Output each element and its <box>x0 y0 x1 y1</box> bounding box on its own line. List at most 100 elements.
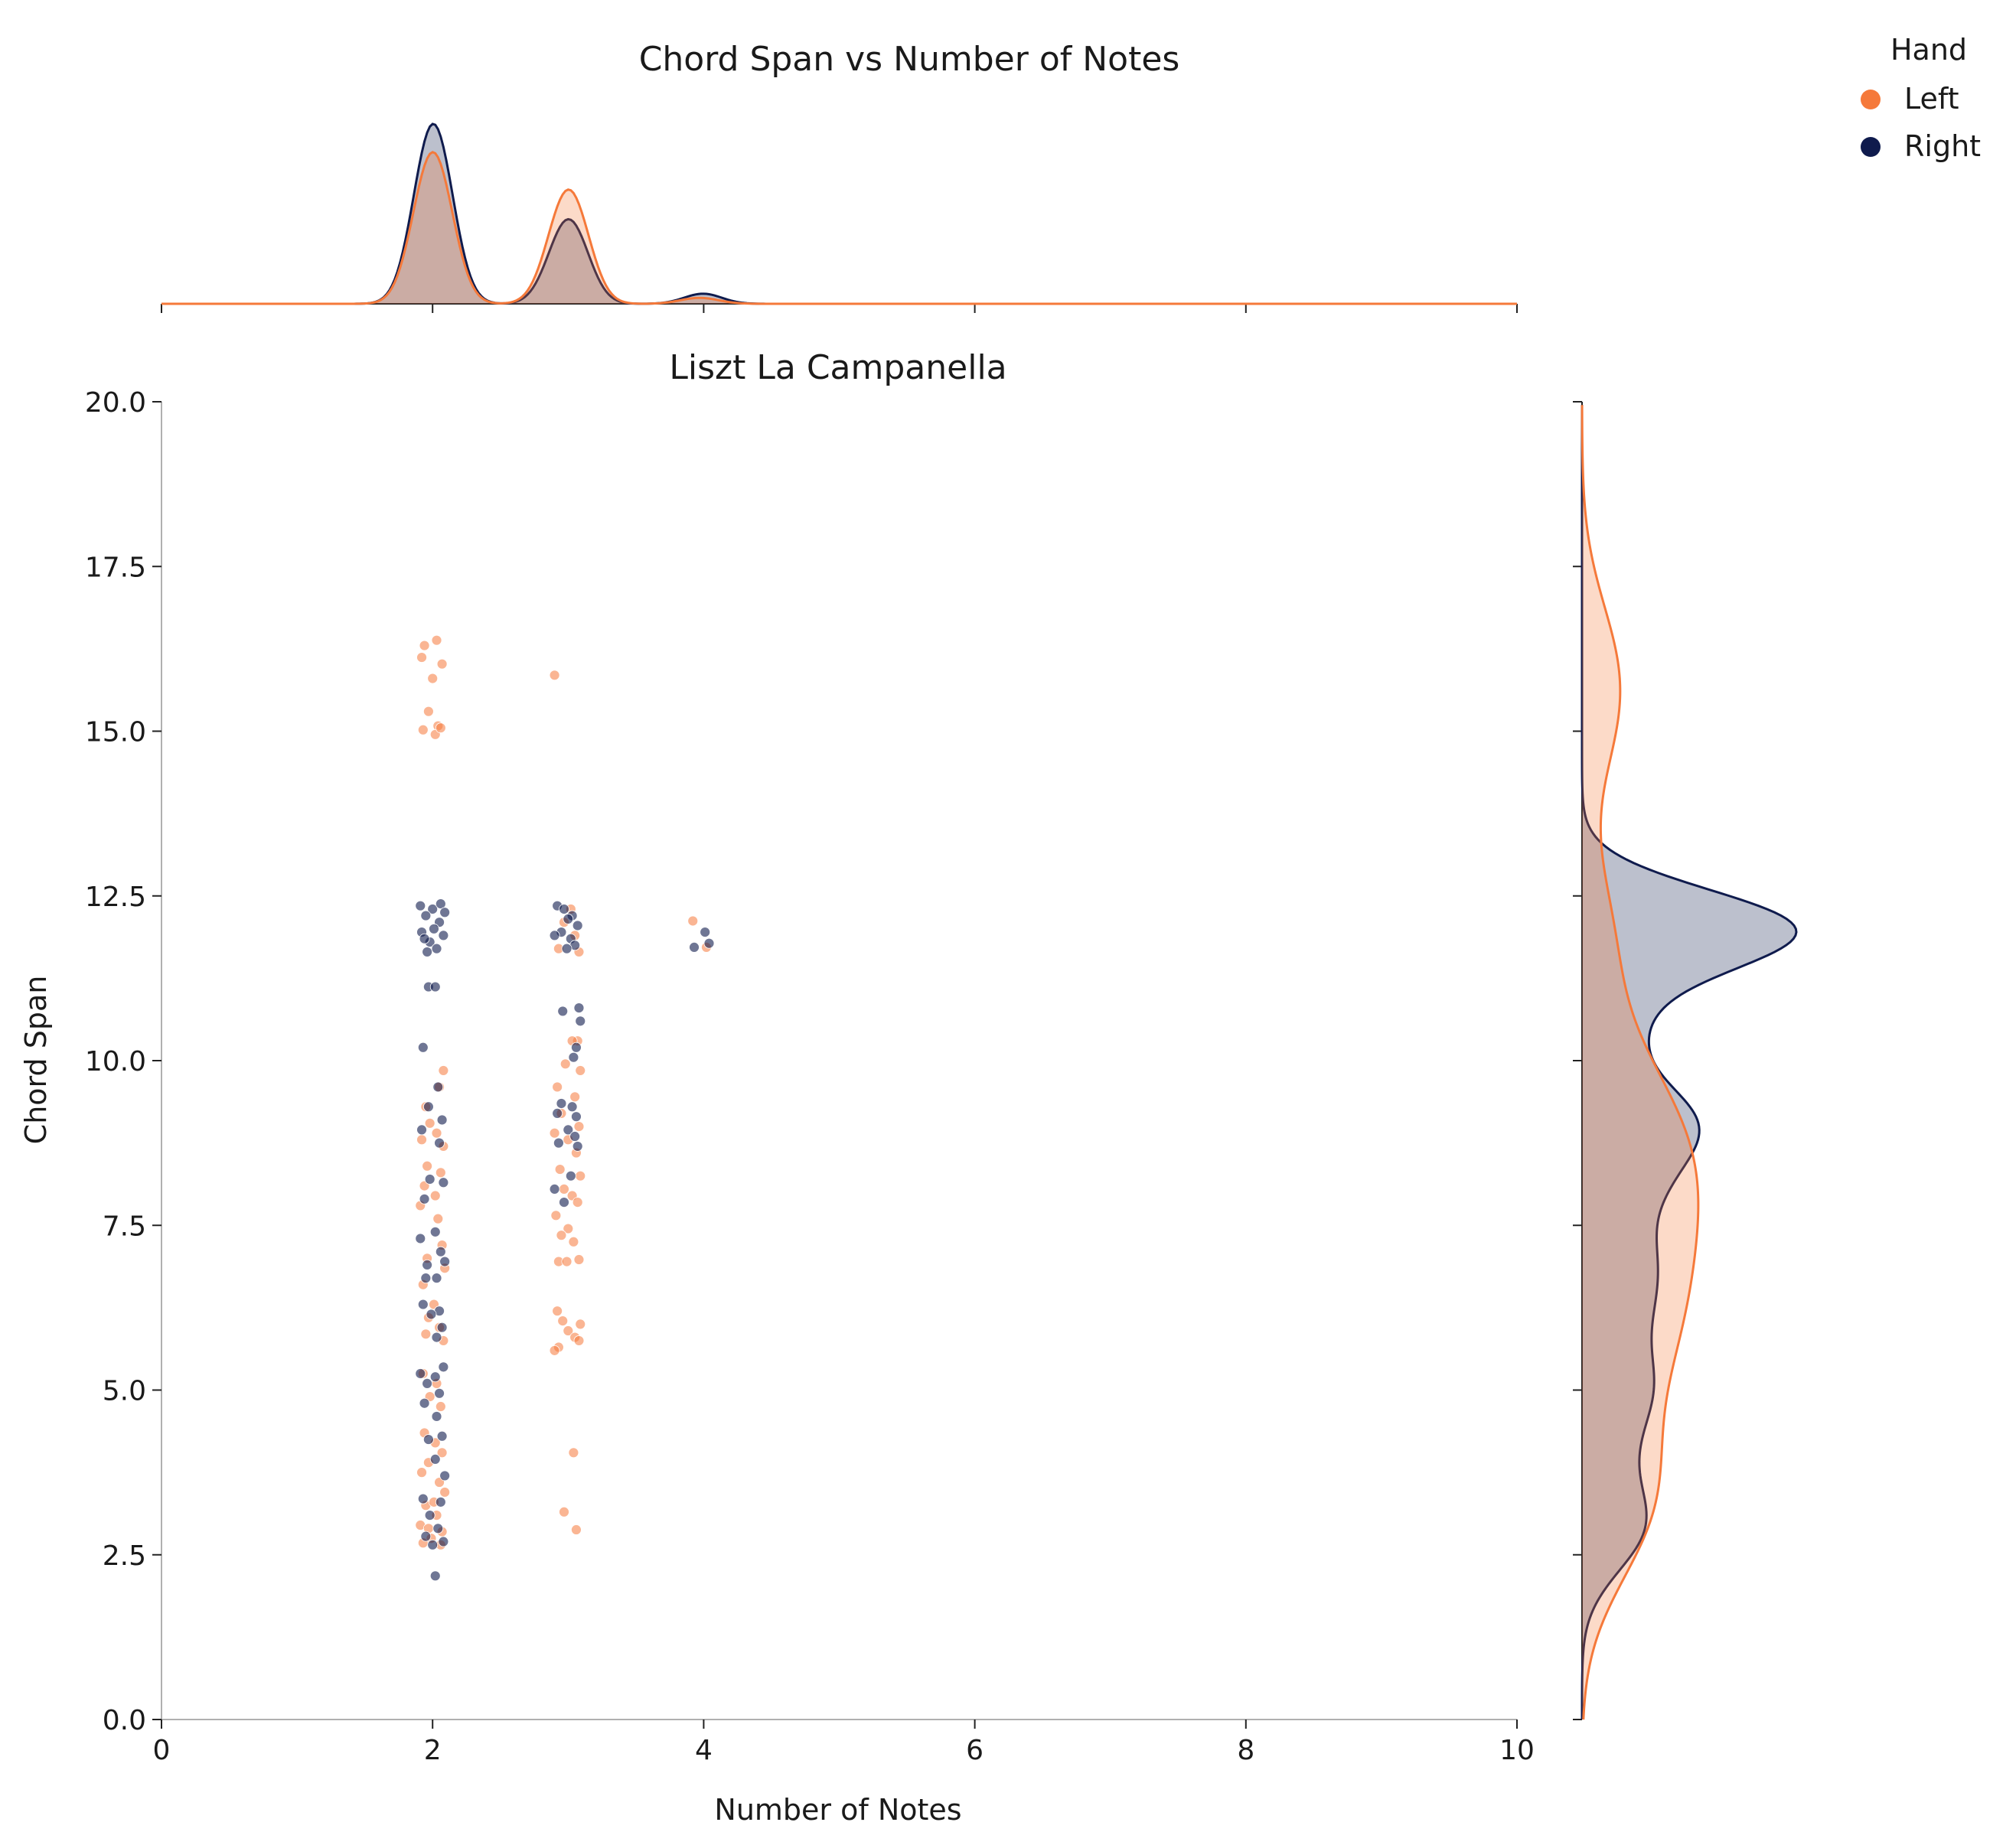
scatter-point-left <box>422 706 434 717</box>
scatter-point-right <box>422 1377 433 1389</box>
scatter-point-left <box>557 1315 569 1326</box>
scatter-point-right <box>429 1454 441 1465</box>
y-tick-label: 0.0 <box>103 1705 146 1736</box>
y-axis-label: Chord Span <box>19 976 53 1145</box>
x-tick-label: 4 <box>695 1735 713 1766</box>
scatter-point-left <box>435 1167 446 1178</box>
scatter-point-right <box>566 1101 578 1113</box>
scatter-point-right <box>563 913 574 924</box>
scatter-point-left <box>575 1319 586 1330</box>
scatter-point-right <box>415 1368 426 1379</box>
y-tick-label: 5.0 <box>103 1376 146 1407</box>
scatter-point-left <box>429 1190 441 1201</box>
scatter-point-left <box>559 1506 569 1517</box>
scatter-point-right <box>700 927 711 938</box>
scatter-point-left <box>552 1081 563 1093</box>
scatter-point-right <box>422 1260 433 1270</box>
scatter-point-right <box>422 1434 434 1445</box>
scatter-point-right <box>439 1256 451 1267</box>
right-marginal-kde <box>1573 401 1798 1720</box>
scatter-point-right <box>559 904 569 914</box>
scatter-point-right <box>420 1530 432 1542</box>
scatter-point-right <box>703 937 715 949</box>
scatter-point-right <box>415 1233 426 1244</box>
scatter-point-left <box>438 1065 449 1076</box>
scatter-point-right <box>431 1411 442 1422</box>
scatter-point-right <box>436 1430 448 1442</box>
scatter-point-left <box>563 1325 574 1336</box>
scatter-point-right <box>434 1387 445 1399</box>
y-tick-label: 7.5 <box>103 1211 146 1242</box>
scatter-point-right <box>434 1137 445 1149</box>
scatter-point-left <box>556 1230 567 1241</box>
scatter-point-left <box>571 1524 582 1535</box>
scatter-point-right <box>429 923 439 934</box>
scatter-point-right <box>435 1246 446 1257</box>
scatter-point-left <box>575 1170 586 1182</box>
scatter-point-right <box>436 1322 448 1333</box>
scatter-point-left <box>432 1213 444 1224</box>
scatter-point-right <box>420 910 432 921</box>
scatter-point-left <box>559 1058 571 1070</box>
joint-axes: 0 2 4 6 8 10 0.0 2.5 5.0 7.5 10.0 12.5 15.0 17.5 20.0 <box>85 387 1535 1766</box>
scatter-point-left <box>419 640 430 651</box>
scatter-point-left <box>436 1447 448 1459</box>
scatter-point-right <box>429 981 441 993</box>
scatter-point-left <box>687 915 699 927</box>
scatter-point-right <box>563 1124 574 1136</box>
y-tick-label: 12.5 <box>85 882 146 913</box>
scatter-point-left <box>569 1091 581 1103</box>
y-tick-label: 17.5 <box>85 552 146 583</box>
scatter-point-right <box>429 1570 441 1582</box>
scatter-point-right <box>439 907 451 918</box>
scatter-point-right <box>422 1101 434 1113</box>
scatter-point-left <box>431 1127 442 1139</box>
scatter-point-right <box>556 1098 567 1109</box>
scatter-point-right <box>572 1141 583 1152</box>
scatter-point-right <box>689 942 700 953</box>
scatter-point-right <box>431 1273 442 1284</box>
scatter-point-right <box>419 933 430 944</box>
x-axis-label: Number of Notes <box>714 1793 961 1827</box>
scatter-point-left <box>417 724 429 735</box>
scatter-point-right <box>417 1042 429 1053</box>
scatter-point-right <box>438 1177 449 1188</box>
top-kde-line-left <box>161 151 1517 305</box>
figure-suptitle: Chord Span vs Number of Notes <box>639 40 1180 79</box>
scatter-point-left <box>549 1345 560 1356</box>
scatter-point-right <box>571 1111 582 1123</box>
scatter-point-right <box>435 1496 446 1508</box>
top-kde-line-right <box>161 122 1517 305</box>
scatter-point-right <box>429 1226 441 1237</box>
scatter-point-right <box>432 1081 444 1093</box>
scatter-point-left <box>549 670 560 681</box>
x-tick-label: 6 <box>966 1735 984 1766</box>
scatter-point-left <box>575 1065 586 1076</box>
scatter-point-right <box>436 1114 448 1126</box>
scatter-point-left <box>568 1236 579 1247</box>
scatter-point-right <box>439 1470 451 1482</box>
scatter-point-right <box>438 930 449 941</box>
right-kde-area-right <box>1582 405 1796 1720</box>
scatter-point-left <box>568 1447 579 1459</box>
scatter-point-right <box>431 943 442 954</box>
scatter-point-right <box>422 947 433 957</box>
scatter-point-right <box>549 1183 560 1195</box>
legend: Hand Left Right <box>1861 33 1981 163</box>
scatter-point-right <box>424 1174 435 1185</box>
scatter-point-right <box>549 930 560 941</box>
scatter-point-right <box>415 900 426 911</box>
scatter-point-left <box>416 1134 427 1146</box>
scatter-point-left <box>549 1127 560 1139</box>
scatter-point-right <box>568 1051 579 1063</box>
scatter-point-left <box>573 1121 585 1132</box>
scatter-point-right <box>438 1536 449 1547</box>
legend-marker-right <box>1861 137 1881 157</box>
legend-label-left: Left <box>1904 82 1959 116</box>
scatter-point-right <box>427 904 439 914</box>
scatter-points <box>415 634 715 1582</box>
scatter-point-left <box>422 1160 433 1172</box>
scatter-point-right <box>435 898 446 909</box>
scatter-point-left <box>439 1487 451 1498</box>
